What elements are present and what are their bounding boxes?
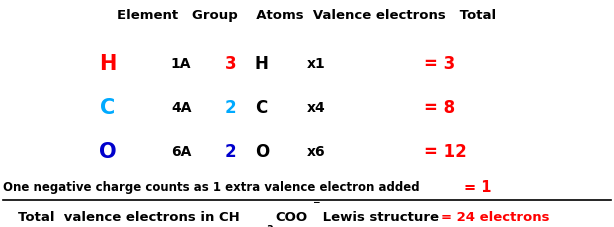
Text: One negative charge counts as 1 extra valence electron added: One negative charge counts as 1 extra va… xyxy=(3,181,420,194)
Text: = 24 electrons: = 24 electrons xyxy=(441,211,550,225)
Text: Element   Group    Atoms  Valence electrons   Total: Element Group Atoms Valence electrons To… xyxy=(117,9,497,22)
Text: 3: 3 xyxy=(266,225,273,227)
Text: Lewis structure: Lewis structure xyxy=(318,211,444,225)
Text: 2: 2 xyxy=(225,99,236,117)
Text: 2: 2 xyxy=(225,143,236,161)
Text: COO: COO xyxy=(275,211,307,225)
Text: O: O xyxy=(99,142,116,162)
Text: 1A: 1A xyxy=(171,57,192,71)
Text: 6A: 6A xyxy=(171,145,192,159)
Text: −: − xyxy=(312,197,319,207)
Text: x1: x1 xyxy=(307,57,326,71)
Text: C: C xyxy=(100,98,115,118)
Text: C: C xyxy=(255,99,267,117)
Text: x4: x4 xyxy=(307,101,326,115)
Text: x6: x6 xyxy=(307,145,325,159)
Text: H: H xyxy=(99,54,116,74)
Text: = 8: = 8 xyxy=(424,99,455,117)
Text: H: H xyxy=(255,54,269,73)
Text: = 12: = 12 xyxy=(424,143,467,161)
Text: O: O xyxy=(255,143,269,161)
Text: = 3: = 3 xyxy=(424,54,455,73)
Text: 3: 3 xyxy=(225,54,236,73)
Text: Total  valence electrons in CH: Total valence electrons in CH xyxy=(18,211,240,225)
Text: = 1: = 1 xyxy=(464,180,491,195)
Text: 4A: 4A xyxy=(171,101,192,115)
